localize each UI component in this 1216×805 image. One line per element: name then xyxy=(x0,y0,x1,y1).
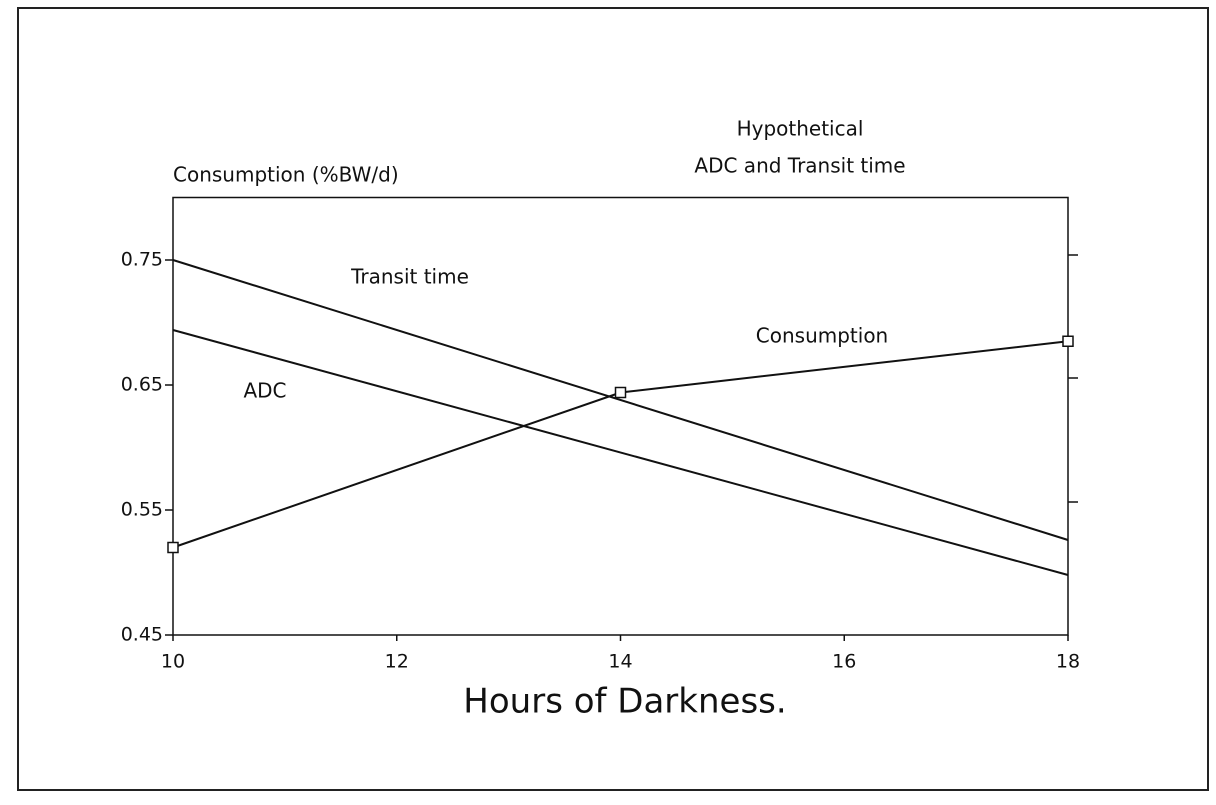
series-line xyxy=(172,340,1069,549)
series-label: ADC xyxy=(243,379,286,403)
series-line xyxy=(172,329,1069,576)
series-label: Transit time xyxy=(350,265,469,289)
series-label: Consumption xyxy=(756,324,888,348)
point-marker xyxy=(167,541,179,554)
point-marker xyxy=(1062,335,1074,347)
y2-axis-label: Hypothetical xyxy=(737,117,864,141)
y-tick-label: 0.75 xyxy=(121,249,163,271)
x-axis-label: Hours of Darkness. xyxy=(463,682,786,722)
x-tick-label: 12 xyxy=(385,651,409,673)
x-tick-label: 18 xyxy=(1056,651,1080,673)
y-tick-label: 0.45 xyxy=(121,624,163,646)
y2-axis-label: ADC and Transit time xyxy=(694,154,905,178)
frame xyxy=(17,7,1209,791)
series-line xyxy=(172,259,1069,541)
y-tick-label: 0.65 xyxy=(121,374,163,396)
y-tick-label: 0.55 xyxy=(121,499,163,521)
plot-area xyxy=(172,196,1069,636)
point-marker xyxy=(614,386,627,399)
x-tick-label: 14 xyxy=(608,651,632,673)
y2-ticks xyxy=(1068,254,1078,503)
y-axis-label: Consumption (%BW/d) xyxy=(173,163,399,187)
x-tick-label: 10 xyxy=(161,651,185,673)
x-tick-label: 16 xyxy=(832,651,856,673)
